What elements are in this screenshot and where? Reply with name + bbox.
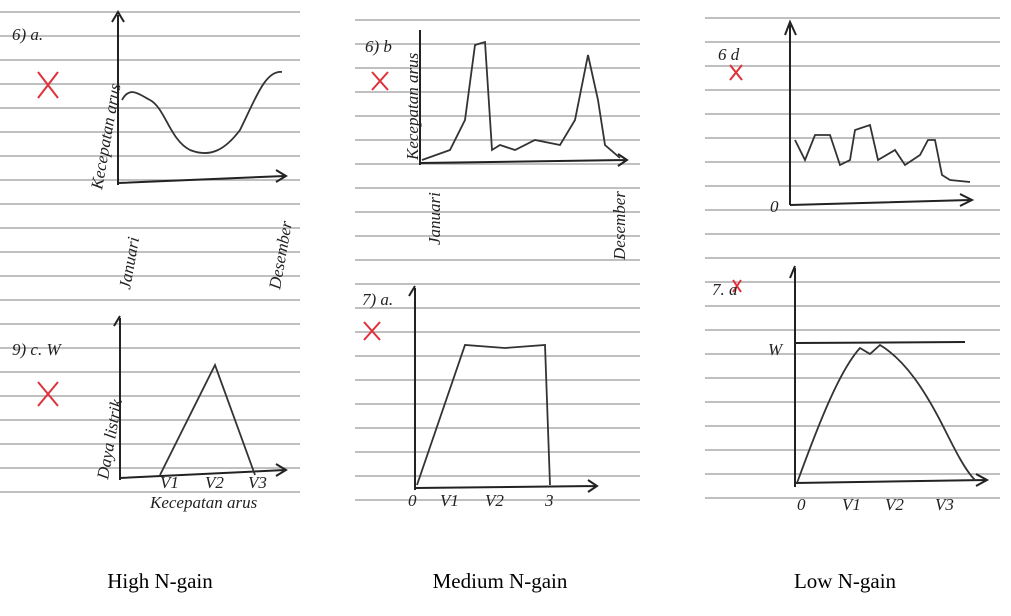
mark-x [37, 381, 59, 407]
y-label: Daya listrik [93, 397, 126, 481]
panel-high: 6) a. Kecepatan arus Januari Desember 9)… [12, 10, 296, 512]
caption: Low N-gain [794, 569, 897, 593]
x-label: Desember [265, 219, 296, 292]
caption: High N-gain [107, 569, 213, 593]
panel-low: 6 d 0 7. a W 0 V1 V2 V3 [712, 19, 990, 514]
x-label: V2 [205, 473, 224, 492]
sketch-label: 7. a [712, 280, 738, 299]
axes [789, 265, 990, 487]
curve [796, 343, 976, 484]
y-label: W [768, 340, 784, 359]
x-label: V2 [485, 491, 504, 510]
ruled-paper [0, 11, 1000, 501]
curve [794, 123, 971, 183]
x-label: V1 [842, 495, 861, 514]
curve [159, 362, 256, 476]
x-label: 0 [770, 197, 779, 216]
sketch-label: 6 d [718, 45, 740, 64]
mark-x [371, 71, 389, 91]
sketch-label: 6) a. [12, 25, 43, 44]
x-label: Januari [115, 235, 143, 291]
axes [419, 30, 629, 167]
x-label: 0 [408, 491, 417, 510]
sketch-label: 7) a. [362, 290, 393, 309]
x-label: 0 [797, 495, 806, 514]
sketch-label: 9) c. W [12, 340, 62, 359]
x-label: Januari [425, 192, 444, 245]
mark-x [732, 279, 742, 293]
mark-x [729, 64, 743, 81]
x-label: V3 [248, 473, 267, 492]
y-label: Kecepatan arus [403, 52, 422, 161]
sketch-label: 6) b [365, 37, 392, 56]
x-label: V1 [160, 473, 179, 492]
x-label: V3 [935, 495, 954, 514]
curve [121, 71, 283, 154]
x-label: 3 [544, 491, 554, 510]
mark-x [363, 321, 381, 341]
x-label: V2 [885, 495, 904, 514]
curve [416, 344, 551, 486]
panel-medium: 6) b Kecepatan arus Januari Desember 7) … [362, 30, 629, 510]
x-title: Kecepatan arus [149, 493, 258, 512]
x-label: V1 [440, 491, 459, 510]
axes [408, 285, 599, 493]
axes [784, 19, 975, 207]
curve [421, 40, 621, 161]
mark-x [37, 71, 59, 99]
caption: Medium N-gain [433, 569, 568, 593]
x-label: Desember [610, 191, 629, 261]
axes [111, 10, 288, 185]
axes [113, 315, 288, 480]
